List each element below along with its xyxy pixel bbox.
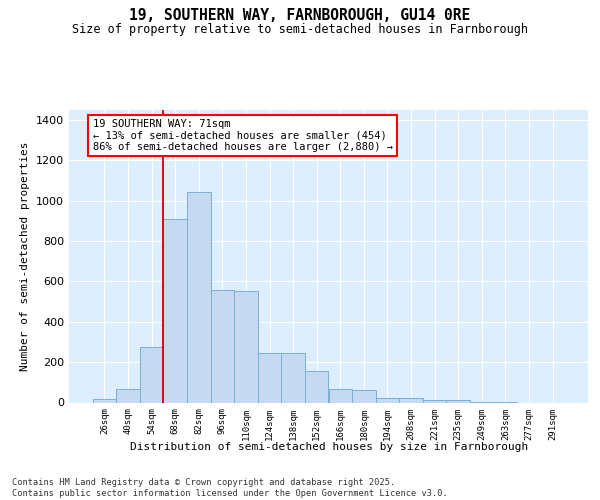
- Y-axis label: Number of semi-detached properties: Number of semi-detached properties: [20, 142, 31, 371]
- Text: 19 SOUTHERN WAY: 71sqm
← 13% of semi-detached houses are smaller (454)
86% of se: 19 SOUTHERN WAY: 71sqm ← 13% of semi-det…: [92, 119, 392, 152]
- Bar: [305, 371, 329, 402]
- Text: Contains HM Land Registry data © Crown copyright and database right 2025.
Contai: Contains HM Land Registry data © Crown c…: [12, 478, 448, 498]
- Bar: [329, 390, 352, 402]
- Bar: [211, 290, 234, 403]
- Bar: [163, 219, 187, 402]
- Bar: [187, 192, 211, 402]
- Bar: [399, 398, 423, 402]
- Bar: [258, 353, 281, 403]
- Text: Size of property relative to semi-detached houses in Farnborough: Size of property relative to semi-detach…: [72, 22, 528, 36]
- Bar: [423, 400, 446, 402]
- Bar: [234, 290, 258, 403]
- Bar: [446, 400, 470, 402]
- Bar: [352, 390, 376, 402]
- Bar: [92, 400, 116, 402]
- Bar: [140, 347, 163, 403]
- Bar: [116, 390, 140, 402]
- Text: 19, SOUTHERN WAY, FARNBOROUGH, GU14 0RE: 19, SOUTHERN WAY, FARNBOROUGH, GU14 0RE: [130, 8, 470, 22]
- Bar: [281, 353, 305, 403]
- Bar: [376, 398, 399, 402]
- Text: Distribution of semi-detached houses by size in Farnborough: Distribution of semi-detached houses by …: [130, 442, 528, 452]
